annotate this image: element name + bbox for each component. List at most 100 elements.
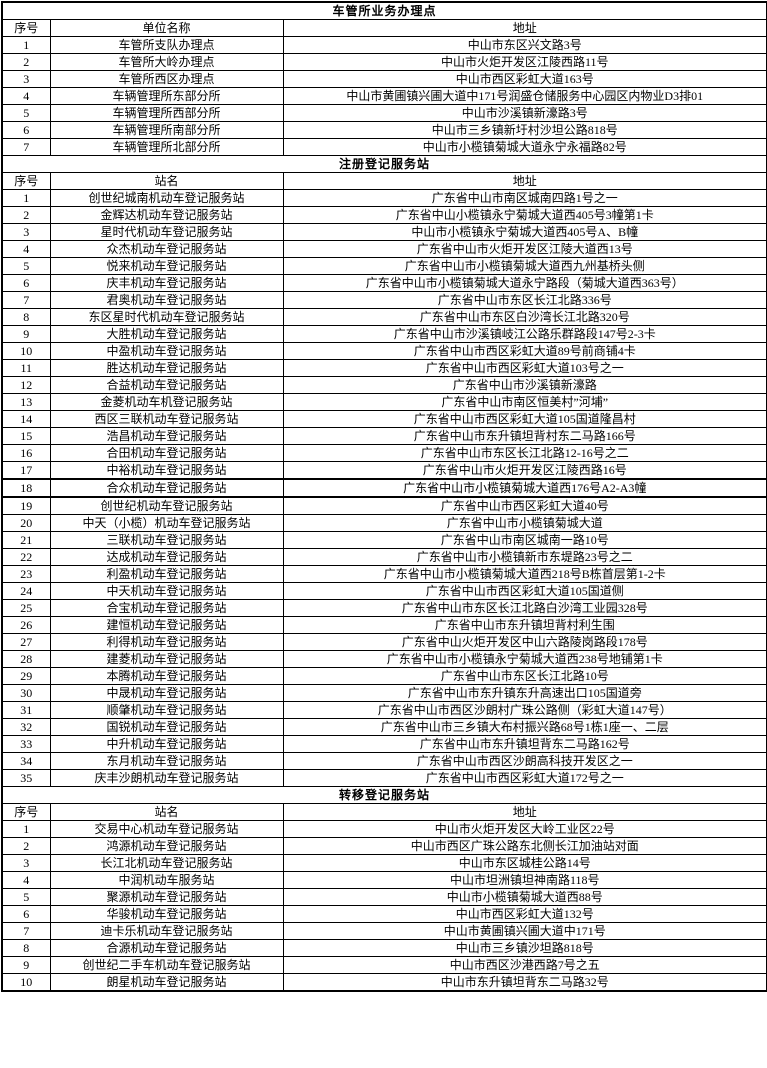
row-number: 9 — [1, 325, 51, 343]
row-number: 33 — [1, 735, 51, 753]
address: 广东省中山市西区彩虹大道40号 — [282, 496, 767, 515]
unit-name: 庆丰沙朗机动车登记服务站 — [49, 769, 284, 787]
table-row: 24 中天机动车登记服务站 广东省中山市西区彩虹大道105国道侧 — [1, 582, 767, 600]
table-row: 10 朗星机动车登记服务站 中山市东升镇坦背东二马路32号 — [1, 973, 767, 992]
table-row: 8 东区星时代机动车登记服务站 广东省中山市东区白沙湾长江北路320号 — [1, 308, 767, 326]
table-row: 28 建菱机动车登记服务站 广东省中山市小榄镇永宁菊城大道西238号地铺第1卡 — [1, 650, 767, 668]
address: 中山市三乡镇新圩村沙坦公路818号 — [282, 121, 767, 139]
table-row: 11 胜达机动车登记服务站 广东省中山市西区彩虹大道103号之一 — [1, 359, 767, 377]
table-row: 33 中升机动车登记服务站 广东省中山市东升镇坦背东二马路162号 — [1, 735, 767, 753]
address: 广东省中山市南区城南一路10号 — [282, 531, 767, 549]
row-number: 22 — [1, 548, 51, 566]
address: 广东省中山市东升镇坦背村东二马路166号 — [282, 427, 767, 445]
address: 广东省中山市小榄镇菊城大道永宁路段（菊城大道西363号） — [282, 274, 767, 292]
address: 广东省中山市三乡镇大布村振兴路68号1栋1座一、二层 — [282, 718, 767, 736]
row-number: 25 — [1, 599, 51, 617]
table-row: 1 创世纪城南机动车登记服务站 广东省中山市南区城南四路1号之一 — [1, 189, 767, 207]
section-title-row: 转移登记服务站 — [1, 786, 767, 804]
table-row: 9 大胜机动车登记服务站 广东省中山市沙溪镇岐江公路乐群路段147号2-3卡 — [1, 325, 767, 343]
unit-name: 中升机动车登记服务站 — [49, 735, 284, 753]
unit-name: 金辉达机动车登记服务站 — [49, 206, 284, 224]
address: 中山市小榄镇永宁菊城大道西405号A、B幢 — [282, 223, 767, 241]
header-row: 序号 单位名称 地址 — [1, 19, 767, 37]
row-number: 32 — [1, 718, 51, 736]
row-number: 5 — [1, 888, 51, 906]
row-number: 1 — [1, 820, 51, 838]
unit-name: 车管所支队办理点 — [49, 36, 284, 54]
row-number: 7 — [1, 138, 51, 156]
table-row: 21 三联机动车登记服务站 广东省中山市南区城南一路10号 — [1, 531, 767, 549]
unit-name: 合益机动车登记服务站 — [49, 376, 284, 394]
table-row: 6 车辆管理所南部分所 中山市三乡镇新圩村沙坦公路818号 — [1, 121, 767, 139]
address: 中山市东区兴文路3号 — [282, 36, 767, 54]
row-number: 34 — [1, 752, 51, 770]
table-row: 7 车辆管理所北部分所 中山市小榄镇菊城大道永宁永福路82号 — [1, 138, 767, 156]
row-number: 2 — [1, 206, 51, 224]
table-row: 1 车管所支队办理点 中山市东区兴文路3号 — [1, 36, 767, 54]
row-number: 8 — [1, 939, 51, 957]
unit-name: 金菱机动车机登记服务站 — [49, 393, 284, 411]
unit-name: 交易中心机动车登记服务站 — [49, 820, 284, 838]
unit-name: 车管所大岭办理点 — [49, 53, 284, 71]
row-number: 26 — [1, 616, 51, 634]
table-row: 2 车管所大岭办理点 中山市火炬开发区江陵西路11号 — [1, 53, 767, 71]
table-row: 13 金菱机动车机登记服务站 广东省中山市南区恒美村”河埔” — [1, 393, 767, 411]
table-row: 10 中盈机动车登记服务站 广东省中山市西区彩虹大道89号前商铺4卡 — [1, 342, 767, 360]
unit-name: 鸿源机动车登记服务站 — [49, 837, 284, 855]
row-number: 3 — [1, 70, 51, 88]
table-row: 5 悦来机动车登记服务站 广东省中山市小榄镇菊城大道西九州基桥头侧 — [1, 257, 767, 275]
address: 广东省中山市西区沙朗村广珠公路侧（彩虹大道147号） — [282, 701, 767, 719]
address: 中山市小榄镇菊城大道永宁永福路82号 — [282, 138, 767, 156]
table-row: 2 金辉达机动车登记服务站 广东省中山小榄镇永宁菊城大道西405号3幢第1卡 — [1, 206, 767, 224]
unit-name: 建菱机动车登记服务站 — [49, 650, 284, 668]
address: 广东省中山市西区彩虹大道89号前商铺4卡 — [282, 342, 767, 360]
table-row: 18 合众机动车登记服务站 广东省中山市小榄镇菊城大道西176号A2-A3幢 — [1, 478, 767, 498]
table-row: 4 众杰机动车登记服务站 广东省中山市火炬开发区江陵大道西13号 — [1, 240, 767, 258]
table-row: 20 中天（小榄）机动车登记服务站 广东省中山市小榄镇菊城大道 — [1, 514, 767, 532]
address: 中山市西区彩虹大道132号 — [282, 905, 767, 923]
unit-name: 中天机动车登记服务站 — [49, 582, 284, 600]
row-number: 7 — [1, 291, 51, 309]
table-body: 车管所业务办理点 序号 单位名称 地址 1 车管所支队办理点 中山市东区兴文路3号 2 车管所大… — [1, 1, 767, 992]
unit-name: 车辆管理所东部分所 — [49, 87, 284, 105]
section-title-row: 车管所业务办理点 — [1, 1, 767, 20]
row-number: 21 — [1, 531, 51, 549]
header-row: 序号 站名 地址 — [1, 803, 767, 821]
unit-name: 大胜机动车登记服务站 — [49, 325, 284, 343]
section-title: 车管所业务办理点 — [1, 1, 767, 20]
table-row: 15 浩昌机动车登记服务站 广东省中山市东升镇坦背村东二马路166号 — [1, 427, 767, 445]
address: 广东省中山市小榄镇菊城大道西218号B栋首层第1-2卡 — [282, 565, 767, 583]
row-number: 15 — [1, 427, 51, 445]
unit-name: 合源机动车登记服务站 — [49, 939, 284, 957]
section-title: 转移登记服务站 — [1, 786, 767, 804]
table-row: 2 鸿源机动车登记服务站 中山市西区广珠公路东北侧长江加油站对面 — [1, 837, 767, 855]
address: 广东省中山市南区城南四路1号之一 — [282, 189, 767, 207]
table-row: 31 顺肇机动车登记服务站 广东省中山市西区沙朗村广珠公路侧（彩虹大道147号） — [1, 701, 767, 719]
unit-name: 东区星时代机动车登记服务站 — [49, 308, 284, 326]
unit-name: 华骏机动车登记服务站 — [49, 905, 284, 923]
table-row: 35 庆丰沙朗机动车登记服务站 广东省中山市西区彩虹大道172号之一 — [1, 769, 767, 787]
table-row: 4 中润机动车服务站 中山市坦洲镇坦神南路118号 — [1, 871, 767, 889]
row-number: 28 — [1, 650, 51, 668]
column-header: 序号 — [1, 172, 51, 190]
table-row: 5 聚源机动车登记服务站 中山市小榄镇菊城大道西88号 — [1, 888, 767, 906]
row-number: 2 — [1, 837, 51, 855]
table-row: 25 合宝机动车登记服务站 广东省中山市东区长江北路白沙湾工业园328号 — [1, 599, 767, 617]
row-number: 30 — [1, 684, 51, 702]
unit-name: 浩昌机动车登记服务站 — [49, 427, 284, 445]
unit-name: 中裕机动车登记服务站 — [49, 461, 284, 480]
row-number: 9 — [1, 956, 51, 974]
row-number: 11 — [1, 359, 51, 377]
address: 广东省中山市东区长江北路12-16号之二 — [282, 444, 767, 462]
unit-name: 建恒机动车登记服务站 — [49, 616, 284, 634]
unit-name: 中晟机动车登记服务站 — [49, 684, 284, 702]
address: 广东省中山市东升镇坦背东二马路162号 — [282, 735, 767, 753]
unit-name: 三联机动车登记服务站 — [49, 531, 284, 549]
row-number: 14 — [1, 410, 51, 428]
unit-name: 聚源机动车登记服务站 — [49, 888, 284, 906]
table-row: 7 迪卡乐机动车登记服务站 中山市黄圃镇兴圃大道中171号 — [1, 922, 767, 940]
unit-name: 达成机动车登记服务站 — [49, 548, 284, 566]
address: 广东省中山市东区长江北路白沙湾工业园328号 — [282, 599, 767, 617]
table-row: 29 本腾机动车登记服务站 广东省中山市东区长江北路10号 — [1, 667, 767, 685]
unit-name: 车辆管理所西部分所 — [49, 104, 284, 122]
